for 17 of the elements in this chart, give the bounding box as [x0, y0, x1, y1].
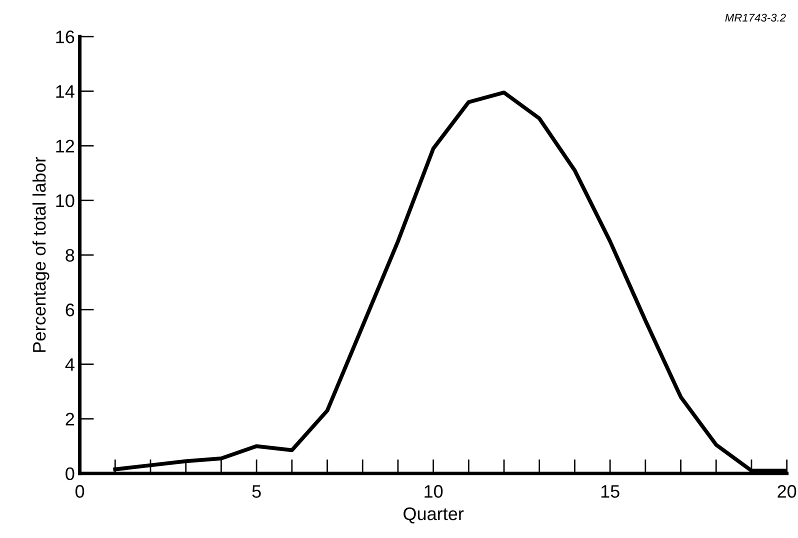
text: MR1743-3.2 — [725, 14, 786, 22]
y-tick-label: 16 — [56, 30, 74, 44]
y-tick-label: 0 — [66, 467, 74, 480]
x-tick-label: 5 — [252, 485, 261, 498]
x-axis-title: Quarter — [404, 507, 464, 524]
y-tick-label: 10 — [56, 194, 74, 208]
y-tick-label: 6 — [66, 304, 74, 316]
x-tick-label: 20 — [778, 485, 796, 498]
x-tick-label: 15 — [601, 485, 620, 498]
y-tick-label: 8 — [66, 248, 74, 262]
y-tick-label: 12 — [56, 140, 74, 152]
x-tick-label: 0 — [75, 485, 84, 498]
y-tick-label: 14 — [56, 85, 74, 98]
y-tick-label: 2 — [66, 412, 74, 426]
x-tick-label: 10 — [424, 485, 443, 498]
y-tick-label: 4 — [65, 358, 74, 371]
y-axis-title: Percentage of total labor — [32, 156, 50, 352]
